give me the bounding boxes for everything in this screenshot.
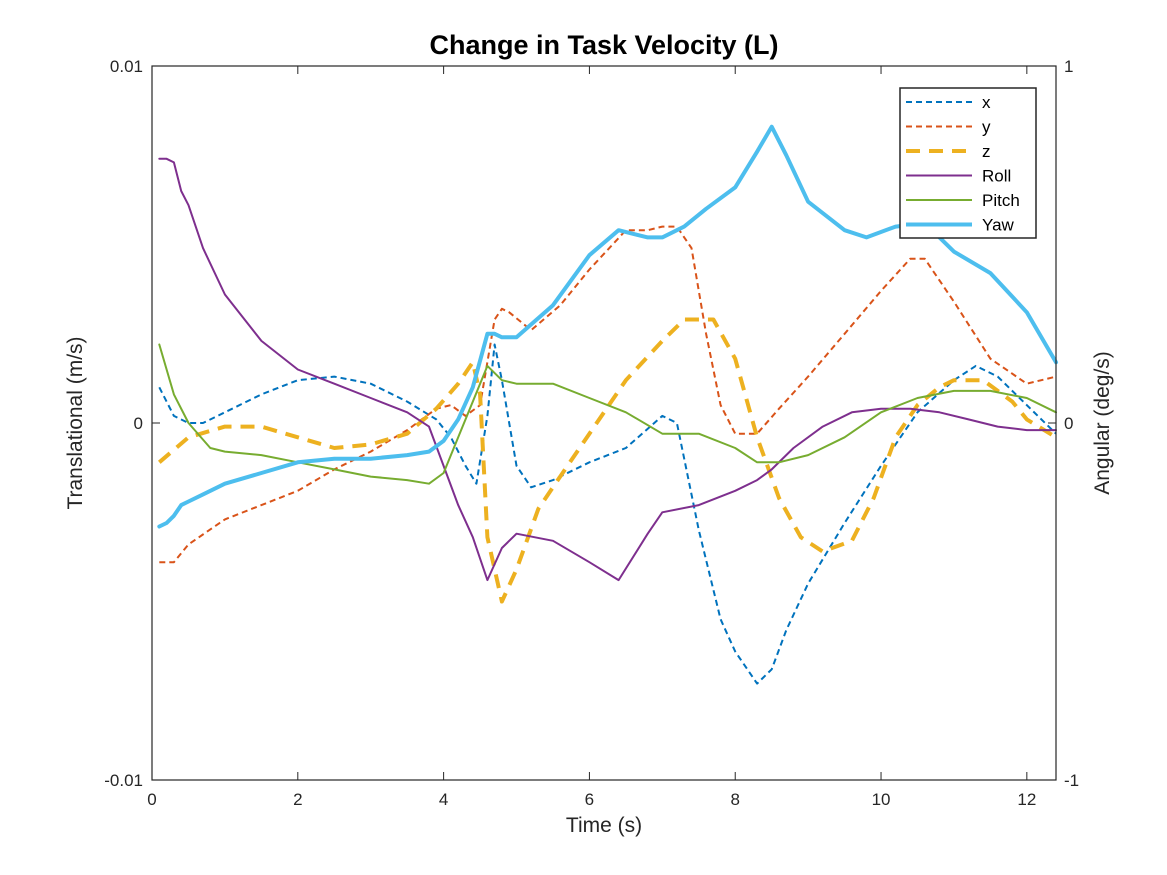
y-tick-label-right: -1 (1064, 771, 1079, 790)
series-line-roll (158, 157, 1057, 582)
legend-label-x: x (982, 93, 991, 112)
series-layer (157, 124, 1058, 685)
y-axis-label-left: Translational (m/s) (64, 336, 87, 509)
series-line-y (159, 225, 1057, 564)
y-tick-label-left: -0.01 (104, 771, 143, 790)
x-tick-label: 12 (1017, 790, 1036, 809)
legend-box (899, 87, 1037, 239)
y-tick-label-right: 0 (1064, 414, 1073, 433)
x-tick-label: 0 (147, 790, 156, 809)
x-tick-label: 4 (439, 790, 448, 809)
series-line-yaw (157, 124, 1058, 529)
chart-title: Change in Task Velocity (L) (429, 30, 778, 60)
x-tick-label: 2 (293, 790, 302, 809)
legend-label-roll: Roll (982, 167, 1011, 186)
legend-label-y: y (982, 118, 991, 137)
legend-label-yaw: Yaw (982, 216, 1015, 235)
y-axis-label-right: Angular (deg/s) (1091, 351, 1114, 495)
y-tick-label-left: 0.01 (110, 57, 143, 76)
x-tick-label: 10 (872, 790, 891, 809)
series-line-z (157, 317, 1058, 604)
x-axis-label: Time (s) (566, 814, 642, 837)
x-tick-label: 6 (585, 790, 594, 809)
legend-label-pitch: Pitch (982, 191, 1020, 210)
y-tick-label-left: 0 (134, 414, 143, 433)
y-tick-label-right: 1 (1064, 57, 1073, 76)
series-line-x (158, 343, 1057, 685)
x-tick-label: 8 (730, 790, 739, 809)
legend: xyz Roll Pitch Yaw (899, 87, 1037, 239)
legend-label-z: z (982, 142, 991, 161)
series-line-pitch (158, 343, 1057, 485)
